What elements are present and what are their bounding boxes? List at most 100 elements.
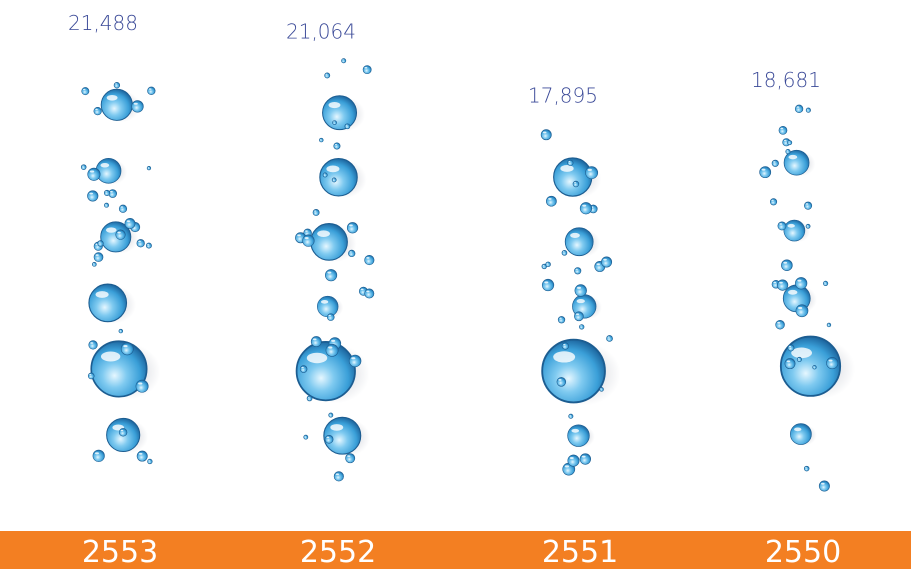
- bubble: [87, 167, 101, 181]
- bubble: [759, 166, 772, 179]
- bubble: [136, 239, 145, 248]
- bubble: [804, 201, 813, 210]
- bubble: [546, 195, 557, 207]
- bubble: [585, 166, 599, 180]
- bubble: [81, 87, 90, 96]
- bubble: [120, 342, 134, 356]
- bubble: [778, 125, 788, 135]
- bar-bubble-column-2551: [540, 129, 621, 476]
- bubble: [545, 261, 551, 268]
- bubble: [557, 316, 566, 324]
- bubble: [333, 471, 344, 482]
- bubble: [299, 365, 308, 373]
- bubble: [97, 240, 104, 247]
- bubble: [106, 417, 149, 454]
- bubble: [346, 222, 359, 234]
- bubble: [769, 198, 778, 206]
- bubble: [331, 177, 337, 183]
- bubble: [135, 379, 149, 393]
- bubble: [812, 365, 817, 370]
- bubble: [579, 202, 593, 215]
- bubble: [826, 357, 839, 370]
- category-label-2553: 2553: [82, 535, 158, 569]
- bubble: [345, 453, 356, 464]
- category-label-2551: 2551: [542, 535, 618, 569]
- bubble: [561, 250, 568, 256]
- bubble: [818, 480, 830, 492]
- bubble: [784, 358, 796, 370]
- bubble: [348, 249, 356, 258]
- bubble: [80, 164, 87, 170]
- bubble: [783, 219, 811, 243]
- bubble: [556, 377, 567, 387]
- bubble: [136, 450, 148, 462]
- bubble: [344, 123, 351, 130]
- bubble: [572, 180, 580, 188]
- bubble: [541, 338, 621, 406]
- category-label-2552: 2552: [300, 535, 376, 569]
- bubble: [302, 234, 315, 247]
- bubble: [115, 229, 126, 240]
- bubble: [795, 277, 808, 290]
- bubble: [574, 311, 584, 322]
- bubble: [579, 453, 592, 465]
- bubble: [310, 223, 357, 263]
- bubble: [771, 159, 779, 167]
- bubble: [567, 454, 580, 467]
- bubble: [332, 120, 337, 125]
- bubble: [93, 106, 102, 116]
- bubble: [567, 424, 595, 448]
- bubble: [540, 129, 552, 141]
- bubble: [124, 218, 136, 229]
- bubble: [328, 412, 334, 418]
- bubble: [147, 86, 156, 95]
- bubble: [568, 413, 574, 419]
- bubble: [787, 344, 795, 352]
- value-label-2553: 21,488: [68, 11, 138, 35]
- bubble: [777, 221, 787, 231]
- bubble: [803, 465, 810, 472]
- bubble: [574, 284, 587, 297]
- bubble: [783, 149, 816, 177]
- bubble: [787, 140, 793, 146]
- bubble: [333, 142, 341, 150]
- bubble: [310, 336, 322, 348]
- bubble: [118, 204, 128, 213]
- bubble: [541, 278, 555, 292]
- value-label-2550: 18,681: [751, 68, 821, 92]
- bar-bubble-column-2552: [295, 58, 375, 482]
- bubble: [118, 428, 128, 437]
- bubble: [779, 335, 856, 399]
- bubble: [364, 254, 375, 266]
- bubble: [325, 343, 339, 357]
- bubble: [794, 104, 804, 113]
- bar-bubble-column-2553: [80, 82, 161, 465]
- bubble: [826, 322, 832, 328]
- bubble: [553, 157, 602, 199]
- bubble: [781, 259, 793, 271]
- bubble: [564, 227, 601, 258]
- bubble: [341, 58, 347, 64]
- bubble: [795, 304, 809, 318]
- bubble: [88, 283, 136, 324]
- bubble: [319, 137, 324, 143]
- bubble: [823, 280, 829, 286]
- bubble: [306, 395, 313, 402]
- bubble: [88, 340, 98, 350]
- bubble: [601, 256, 613, 268]
- bubble: [303, 434, 309, 440]
- bubble: [324, 434, 334, 444]
- bubble: [561, 342, 569, 350]
- bubble: [785, 148, 791, 155]
- bubble: [146, 166, 152, 171]
- bubble: [93, 252, 104, 262]
- value-label-2551: 17,895: [528, 84, 598, 108]
- bubble: [322, 172, 328, 178]
- bubble: [319, 158, 367, 198]
- bubble: [567, 159, 574, 166]
- bubble: [95, 158, 128, 185]
- labels: 21,488 2553 21,064 2552 17,895 2551 18,681 2550: [68, 11, 841, 569]
- bubble: [100, 221, 139, 254]
- bubble: [324, 72, 331, 79]
